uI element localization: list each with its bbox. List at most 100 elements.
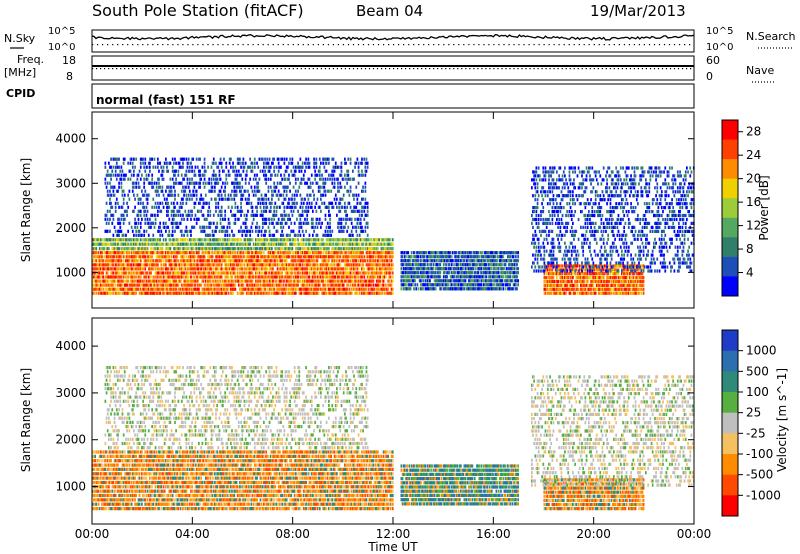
echo-cell — [185, 271, 188, 275]
echo-cell — [258, 267, 261, 271]
echo-cell — [292, 173, 295, 177]
echo-cell — [170, 259, 173, 263]
echo-cell — [312, 263, 314, 267]
echo-cell — [109, 201, 111, 205]
echo-cell — [276, 287, 279, 291]
echo-cell — [208, 205, 211, 209]
echo-cell — [217, 283, 220, 287]
echo-cell — [141, 251, 143, 255]
echo-cell — [256, 221, 258, 225]
echo-cell — [200, 255, 203, 259]
echo-cell — [125, 259, 127, 263]
echo-cell — [340, 275, 343, 279]
echo-cell — [285, 185, 288, 189]
echo-cell — [155, 271, 158, 275]
echo-cell — [355, 238, 358, 242]
echo-cell — [420, 255, 422, 259]
echo-cell — [323, 189, 326, 193]
echo-cell — [108, 283, 110, 287]
echo-cell — [310, 259, 313, 263]
echo-cell — [260, 157, 263, 161]
echo-cell — [118, 217, 120, 221]
echo-cell — [373, 291, 376, 295]
echo-cell — [309, 263, 312, 267]
echo-cell — [316, 181, 319, 185]
echo-cell — [230, 271, 232, 275]
echo-cell — [120, 165, 123, 169]
echo-cell — [313, 275, 315, 279]
echo-cell — [223, 255, 225, 259]
echo-cell — [252, 287, 255, 291]
echo-cell — [302, 259, 305, 263]
echo-cell — [256, 242, 258, 246]
echo-cell — [247, 165, 249, 169]
echo-cell — [416, 275, 419, 279]
echo-cell — [300, 221, 303, 225]
echo-cell — [101, 238, 103, 242]
echo-cell — [366, 251, 369, 255]
echo-cell — [349, 189, 352, 193]
echo-cell — [186, 181, 189, 185]
echo-cell — [157, 229, 159, 233]
echo-cell — [273, 259, 276, 263]
echo-cell — [248, 201, 250, 205]
echo-cell — [346, 267, 349, 271]
echo-cell — [289, 242, 291, 246]
echo-cell — [131, 283, 134, 287]
echo-cell — [345, 255, 347, 259]
echo-cell — [186, 213, 189, 217]
echo-cell — [258, 287, 261, 291]
echo-cell — [123, 238, 126, 242]
echo-cell — [401, 251, 404, 255]
echo-cell — [195, 217, 198, 221]
echo-cell — [150, 291, 152, 295]
echo-cell — [372, 255, 375, 259]
echo-cell — [267, 197, 270, 201]
echo-cell — [138, 209, 141, 213]
echo-cell — [202, 181, 205, 185]
echo-cell — [308, 177, 311, 181]
echo-cell — [310, 291, 313, 295]
echo-cell — [357, 169, 360, 173]
echo-cell — [165, 283, 167, 287]
echo-cell — [233, 169, 236, 173]
echo-cell — [194, 255, 197, 259]
echo-cell — [171, 217, 174, 221]
echo-cell — [283, 242, 286, 246]
echo-cell — [258, 263, 261, 267]
echo-cell — [219, 189, 222, 193]
echo-cell — [154, 279, 157, 283]
echo-cell — [199, 238, 201, 242]
echo-cell — [272, 279, 274, 283]
echo-cell — [100, 283, 102, 287]
echo-cell — [118, 157, 120, 161]
echo-cell — [133, 233, 135, 237]
echo-cell — [263, 275, 265, 279]
echo-cell — [334, 275, 337, 279]
echo-cell — [308, 247, 311, 251]
echo-cell — [135, 271, 138, 275]
echo-cell — [104, 283, 107, 287]
echo-cell — [207, 279, 209, 283]
echo-cell — [203, 283, 206, 287]
freq-label: Freq. — [17, 53, 44, 66]
echo-cell — [272, 267, 274, 271]
echo-cell — [198, 275, 200, 279]
echo-cell — [265, 209, 268, 213]
echo-cell — [257, 242, 260, 246]
echo-cell — [218, 259, 221, 263]
echo-cell — [315, 217, 318, 221]
echo-cell — [165, 267, 167, 271]
echo-cell — [237, 247, 240, 251]
echo-cell — [227, 221, 230, 225]
echo-cell — [121, 193, 124, 197]
echo-cell — [139, 209, 142, 213]
echo-cell — [152, 283, 155, 287]
echo-cell — [163, 197, 166, 201]
echo-cell — [281, 247, 284, 251]
echo-cell — [115, 242, 118, 246]
echo-cell — [115, 233, 118, 237]
echo-cell — [168, 233, 171, 237]
echo-cell — [312, 238, 314, 242]
echo-cell — [312, 242, 314, 246]
